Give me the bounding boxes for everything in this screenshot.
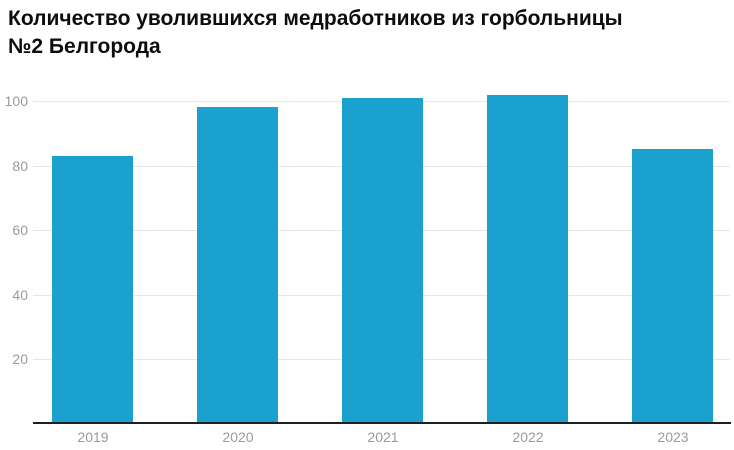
x-axis-label-2019: 2019: [77, 429, 109, 445]
chart-title-line-1: Количество уволившихся медработников из …: [8, 7, 623, 30]
bar-2023: [632, 149, 713, 424]
y-axis-tick-label-80: 80: [12, 158, 28, 174]
bar-2019: [52, 156, 133, 424]
bar-2022: [487, 95, 568, 424]
x-axis-label-2023: 2023: [657, 429, 689, 445]
y-axis-tick-label-100: 100: [4, 93, 28, 109]
chart-title: Количество уволившихся медработников из …: [8, 5, 623, 61]
x-axis-label-2022: 2022: [512, 429, 544, 445]
y-axis-tick-label-60: 60: [12, 222, 28, 238]
x-axis-label-2020: 2020: [222, 429, 254, 445]
y-axis-tick-label-20: 20: [12, 351, 28, 367]
bar-2020: [197, 107, 278, 424]
bar-2021: [342, 98, 423, 424]
chart-title-line-2: №2 Белгорода: [8, 35, 161, 58]
x-axis-label-2021: 2021: [367, 429, 399, 445]
y-axis-tick-label-40: 40: [12, 287, 28, 303]
x-axis-line: [33, 422, 731, 424]
